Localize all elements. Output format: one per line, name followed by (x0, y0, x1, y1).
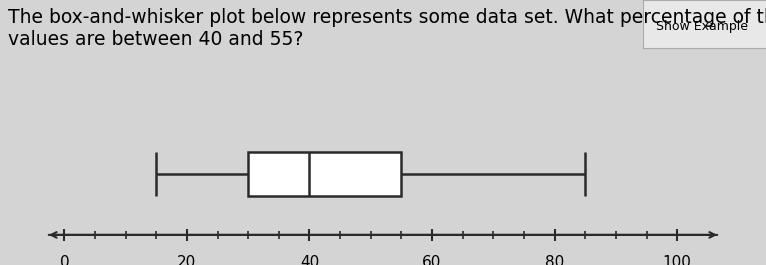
Text: 20: 20 (177, 255, 197, 265)
Bar (248, 152, 401, 196)
Text: 40: 40 (300, 255, 319, 265)
Text: Show Example: Show Example (656, 20, 748, 33)
Text: 100: 100 (663, 255, 692, 265)
Text: 0: 0 (60, 255, 69, 265)
Text: 60: 60 (422, 255, 442, 265)
Text: The box-and-whisker plot below represents some data set. What percentage of the : The box-and-whisker plot below represent… (8, 8, 766, 49)
Text: 80: 80 (545, 255, 565, 265)
